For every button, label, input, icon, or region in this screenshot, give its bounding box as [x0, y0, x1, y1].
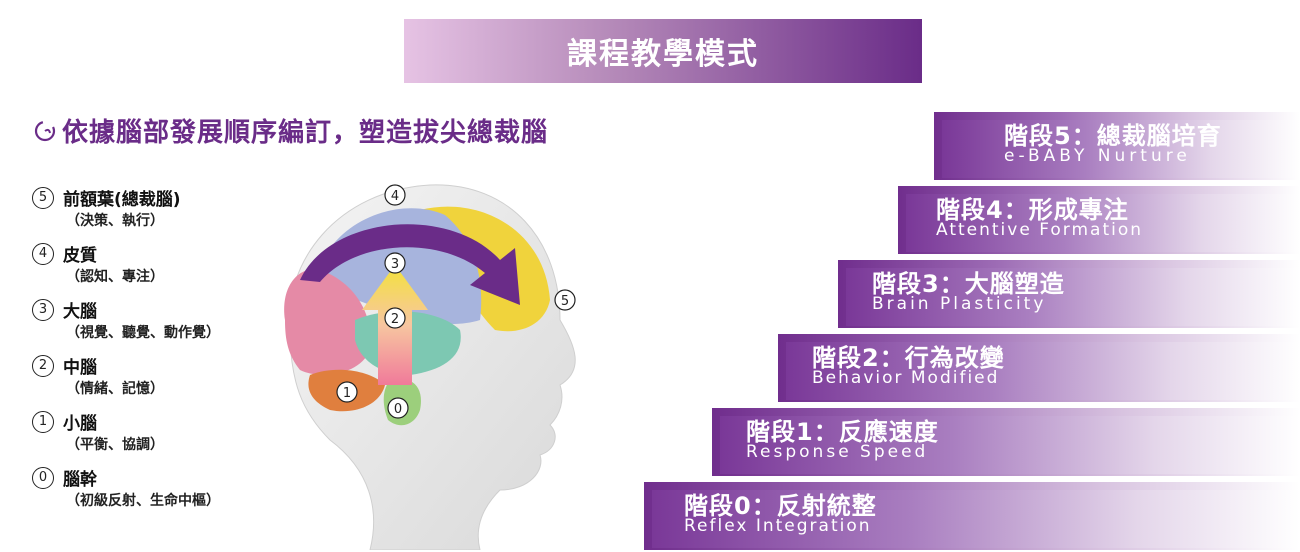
marker-0-label: 0: [394, 402, 402, 417]
legend-detail: （情緒、記憶）: [66, 381, 164, 397]
legend-number: 1: [32, 411, 54, 433]
stage-title: 階段0：反射統整: [684, 492, 877, 520]
stage-subtitle: e-BABY Nurture: [1004, 146, 1191, 166]
brain-illustration: 4 3 2 1 0 5: [260, 170, 640, 550]
marker-0: 0: [387, 397, 409, 419]
stage-panel: [906, 194, 1300, 252]
legend-item-2: 2 中腦 （情緒、記憶）: [32, 353, 282, 409]
legend-name: 皮質: [63, 246, 97, 266]
stage-0: 階段0：反射統整 Reflex Integration: [640, 478, 1300, 550]
legend-item-5: 5 前額葉(總裁腦) （決策、執行）: [32, 185, 282, 241]
legend-name: 腦幹: [63, 470, 97, 490]
stage-subtitle: Behavior Modified: [812, 368, 1000, 388]
legend-item-3: 3 大腦 （視覺、聽覺、動作覺）: [32, 297, 282, 353]
stage-subtitle: Reflex Integration: [684, 516, 872, 536]
page-title: 課程教學模式: [567, 37, 759, 72]
stage-panel: [786, 342, 1300, 400]
marker-2: 2: [384, 307, 406, 329]
subtitle-text: 依據腦部發展順序編訂，塑造拔尖總裁腦: [62, 118, 549, 148]
legend-item-0: 0 腦幹 （初級反射、生命中樞）: [32, 465, 282, 521]
marker-2-label: 2: [391, 312, 399, 327]
marker-1: 1: [336, 381, 358, 403]
stage-panel: [942, 120, 1300, 178]
subtitle-row: 依據腦部發展順序編訂，塑造拔尖總裁腦: [34, 112, 548, 149]
stage-1: 階段1：反應速度 Response Speed: [708, 404, 1300, 476]
legend-number: 0: [32, 467, 54, 489]
title-banner: 課程教學模式: [404, 19, 922, 83]
legend-number: 5: [32, 187, 54, 209]
stage-subtitle: Brain Plasticity: [872, 294, 1047, 314]
head-brain-svg: 4 3 2 1 0 5: [284, 184, 576, 550]
stage-2: 階段2：行為改變 Behavior Modified: [774, 330, 1300, 402]
legend-name: 中腦: [63, 358, 97, 378]
legend-detail: （初級反射、生命中樞）: [66, 493, 220, 509]
curved-arrow: [300, 224, 520, 305]
stage-panel: [720, 416, 1300, 474]
legend-detail: （決策、執行）: [66, 213, 164, 229]
stage-title: 階段2：行為改變: [812, 344, 1005, 372]
stage-panel: [846, 268, 1300, 326]
marker-4-label: 4: [391, 189, 399, 204]
legend-number: 2: [32, 355, 54, 377]
marker-3: 3: [384, 252, 406, 274]
marker-5-label: 5: [561, 294, 569, 309]
stage-subtitle: Attentive Formation: [936, 220, 1144, 240]
legend-item-4: 4 皮質 （認知、專注）: [32, 241, 282, 297]
marker-5: 5: [554, 289, 576, 311]
occipital-region: [284, 269, 371, 375]
stage-5: 階段5：總裁腦培育 e-BABY Nurture: [930, 108, 1300, 180]
stage-4: 階段4：形成專注 Attentive Formation: [894, 182, 1300, 254]
marker-4: 4: [384, 184, 406, 206]
legend-detail: （視覺、聽覺、動作覺）: [66, 325, 220, 341]
legend-name: 前額葉(總裁腦): [63, 190, 181, 210]
stage-title: 階段5：總裁腦培育: [1004, 122, 1222, 150]
marker-3-label: 3: [391, 257, 399, 272]
legend-list: 5 前額葉(總裁腦) （決策、執行） 4 皮質 （認知、專注） 3 大腦 （視覺…: [32, 185, 282, 521]
legend-item-1: 1 小腦 （平衡、協調）: [32, 409, 282, 465]
swirl-bullet-icon: [34, 120, 56, 141]
legend-name: 大腦: [63, 302, 97, 322]
stage-title: 階段3：大腦塑造: [872, 270, 1065, 298]
stage-title: 階段4：形成專注: [936, 196, 1129, 224]
marker-1-label: 1: [343, 386, 351, 401]
legend-number: 3: [32, 299, 54, 321]
legend-name: 小腦: [63, 414, 97, 434]
stage-panel: [652, 490, 1300, 548]
stage-subtitle: Response Speed: [746, 442, 929, 462]
legend-detail: （認知、專注）: [66, 269, 164, 285]
stage-title: 階段1：反應速度: [746, 418, 939, 446]
legend-number: 4: [32, 243, 54, 265]
legend-detail: （平衡、協調）: [66, 437, 164, 453]
stage-3: 階段3：大腦塑造 Brain Plasticity: [834, 256, 1300, 328]
